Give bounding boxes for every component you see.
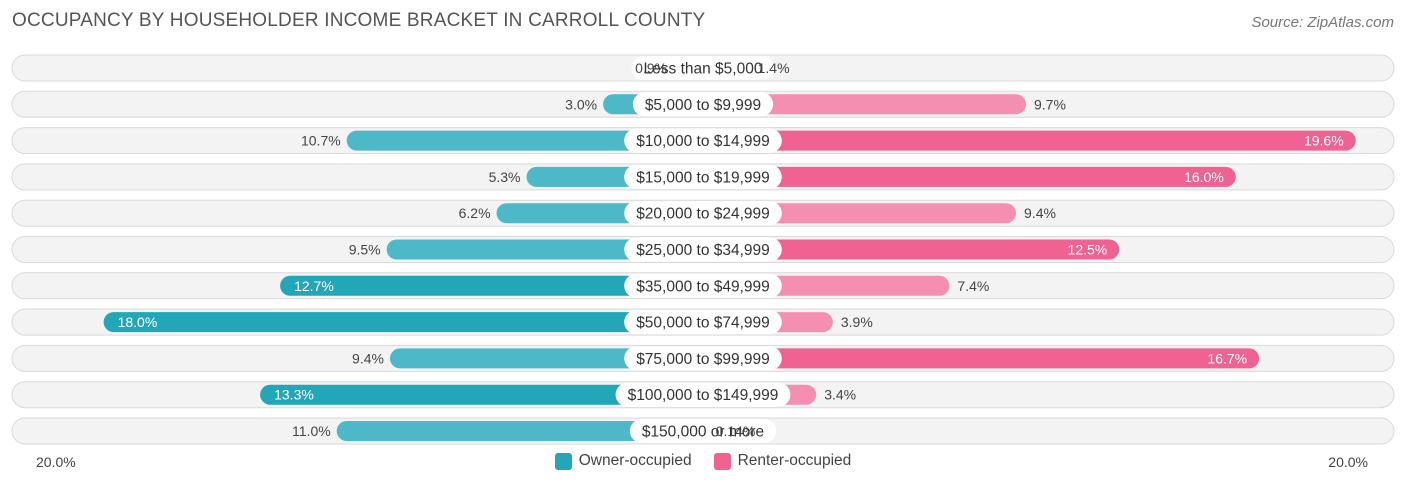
owner-bar xyxy=(103,312,704,333)
owner-value-label: 18.0% xyxy=(118,314,158,330)
owner-value-label: 13.3% xyxy=(274,387,314,403)
renter-value-label: 9.4% xyxy=(1024,205,1056,221)
category-label: $10,000 to $14,999 xyxy=(636,133,770,150)
renter-value-label: 9.7% xyxy=(1034,96,1066,112)
renter-value-label: 7.4% xyxy=(957,278,989,294)
category-label: $150,000 or more xyxy=(642,424,764,441)
legend-swatch-renter xyxy=(713,452,731,470)
owner-value-label: 9.5% xyxy=(349,242,381,258)
renter-value-label: 0.14% xyxy=(716,423,756,439)
renter-bar xyxy=(703,94,1027,115)
renter-value-label: 1.4% xyxy=(758,60,790,76)
chart-title: OCCUPANCY BY HOUSEHOLDER INCOME BRACKET … xyxy=(12,10,706,31)
category-pill xyxy=(624,201,782,226)
legend-item-owner: Owner-occupied xyxy=(554,452,692,470)
owner-bar xyxy=(336,421,703,441)
axis-left-label: 20.0% xyxy=(36,454,76,470)
axis-right-label: 20.0% xyxy=(1328,454,1368,470)
renter-value-label: 3.9% xyxy=(841,314,873,330)
owner-bar xyxy=(346,130,703,151)
category-pill xyxy=(624,128,782,153)
category-pill xyxy=(624,237,782,262)
owner-value-label: 0.9% xyxy=(635,60,667,76)
owner-value-label: 10.7% xyxy=(301,133,341,149)
renter-value-label: 3.4% xyxy=(824,387,856,403)
category-pill xyxy=(624,273,782,298)
owner-value-label: 5.3% xyxy=(489,169,521,185)
owner-value-label: 3.0% xyxy=(565,96,597,112)
owner-bar xyxy=(280,275,703,296)
owner-bar xyxy=(389,348,703,369)
category-label: $50,000 to $74,999 xyxy=(636,315,770,332)
owner-bar xyxy=(386,239,703,260)
owner-value-label: 6.2% xyxy=(459,205,491,221)
legend-label-renter: Renter-occupied xyxy=(737,452,852,469)
renter-bar xyxy=(703,166,1236,187)
category-label: $35,000 to $49,999 xyxy=(636,278,770,295)
renter-value-label: 16.7% xyxy=(1207,350,1247,366)
category-label: $5,000 to $9,999 xyxy=(645,97,761,114)
category-pill xyxy=(624,346,782,371)
category-pill xyxy=(624,310,782,335)
renter-value-label: 19.6% xyxy=(1304,133,1344,149)
owner-value-label: 12.7% xyxy=(294,278,334,294)
renter-bar xyxy=(703,130,1356,151)
category-label: Less than $5,000 xyxy=(644,61,763,78)
category-pill xyxy=(632,92,774,117)
chart-source: Source: ZipAtlas.com xyxy=(1251,14,1394,31)
category-label: $75,000 to $99,999 xyxy=(636,351,770,368)
category-label: $15,000 to $19,999 xyxy=(636,169,770,186)
category-pill xyxy=(631,56,775,80)
category-pill xyxy=(624,164,782,189)
legend-label-owner: Owner-occupied xyxy=(578,452,692,469)
owner-value-label: 9.4% xyxy=(352,350,384,366)
owner-bar xyxy=(260,384,703,405)
category-label: $25,000 to $34,999 xyxy=(636,242,770,259)
legend: Owner-occupied Renter-occupied xyxy=(0,452,1406,470)
renter-bar xyxy=(703,348,1260,369)
renter-value-label: 16.0% xyxy=(1184,169,1224,185)
category-pill xyxy=(629,419,777,443)
category-pill xyxy=(615,382,791,407)
renter-bar xyxy=(703,239,1120,260)
renter-bar xyxy=(703,203,1017,224)
renter-value-label: 12.5% xyxy=(1068,242,1108,258)
owner-value-label: 11.0% xyxy=(292,423,331,439)
category-label: $100,000 to $149,999 xyxy=(628,387,779,404)
category-label: $20,000 to $24,999 xyxy=(636,206,770,223)
legend-item-renter: Renter-occupied xyxy=(713,452,852,470)
legend-swatch-owner xyxy=(554,452,572,470)
